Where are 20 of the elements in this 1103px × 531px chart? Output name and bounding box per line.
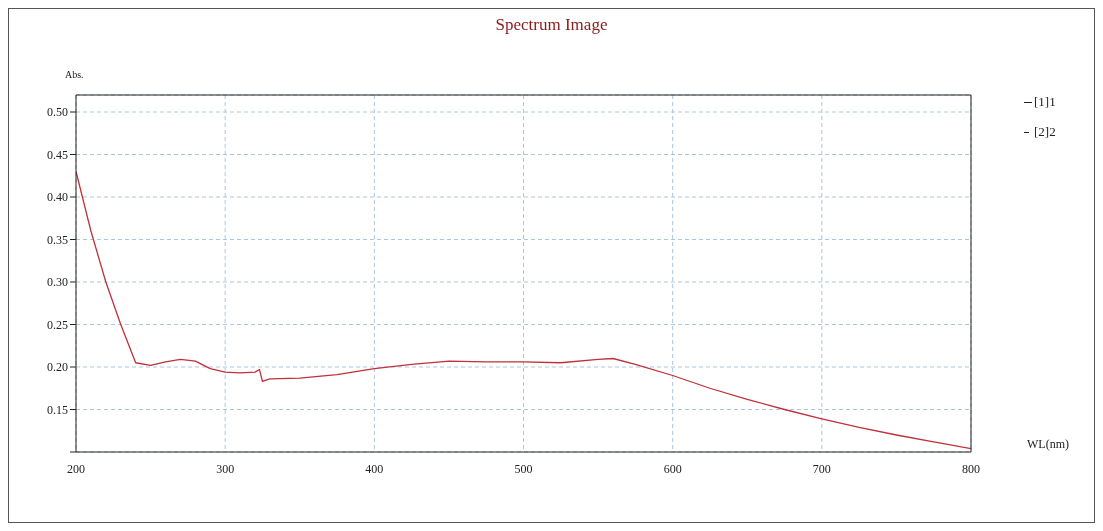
text: [1]1 <box>1033 93 1057 111</box>
y-tick-label: 0.30 <box>47 275 68 290</box>
x-axis-title: WL(nm) <box>1027 437 1069 452</box>
x-tick-label: 500 <box>514 461 533 476</box>
y-tick-label: 0.40 <box>47 190 68 205</box>
y-tick-label: 0.50 <box>47 105 68 120</box>
x-tick-label: 200 <box>67 461 85 476</box>
y-axis-title: Abs. <box>65 69 84 80</box>
y-tick-label: 0.45 <box>47 147 68 162</box>
x-tick-label: 400 <box>365 461 384 476</box>
y-tick-label: 0.25 <box>47 317 68 332</box>
x-tick-label: 300 <box>216 461 235 476</box>
y-tick-label: 0.20 <box>47 360 68 375</box>
y-tick-label: 0.15 <box>47 402 68 417</box>
chart-title: Spectrum Image <box>494 15 609 35</box>
text: [2]2 <box>1033 123 1057 141</box>
x-tick-label: 700 <box>812 461 831 476</box>
x-tick-label: 800 <box>962 461 980 476</box>
y-tick-label: 0.35 <box>47 232 68 247</box>
x-tick-label: 600 <box>663 461 682 476</box>
